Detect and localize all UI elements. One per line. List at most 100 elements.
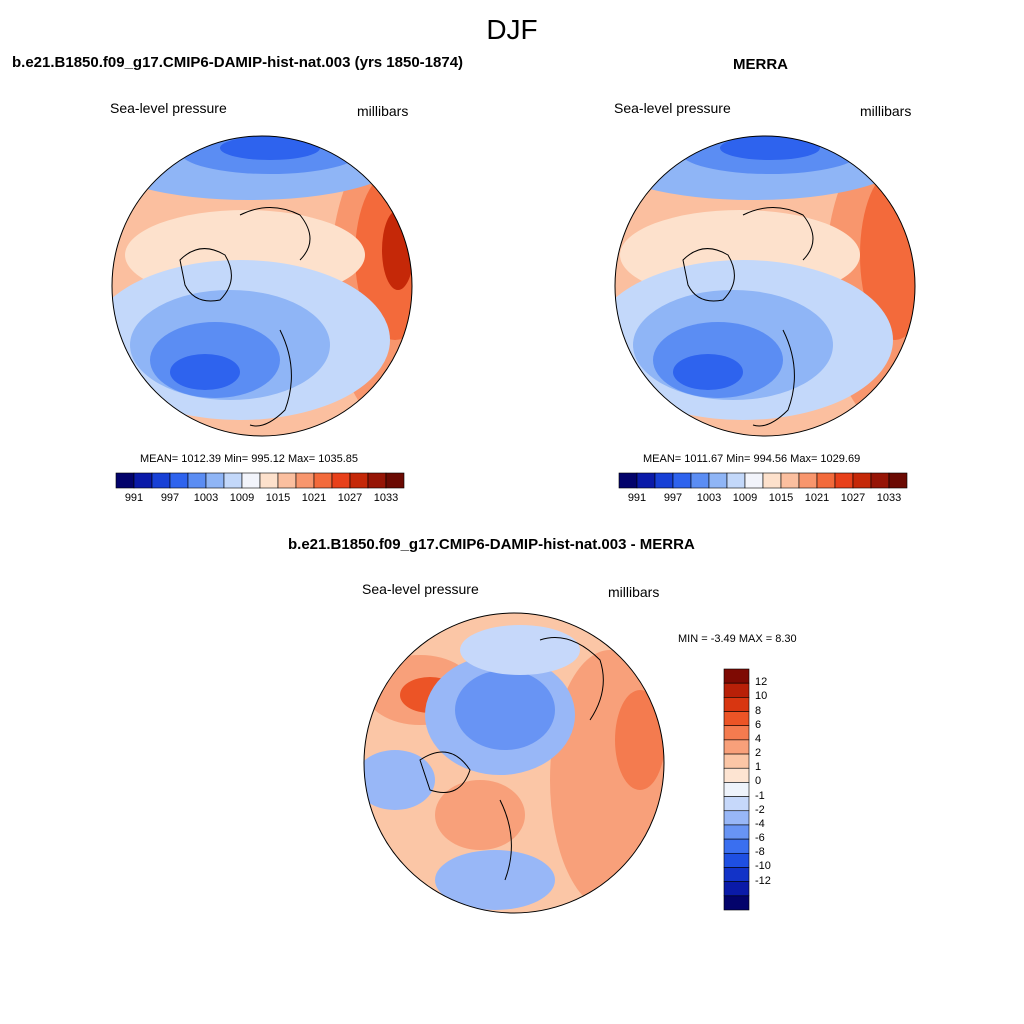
obs-colorbar-swatch	[690, 472, 710, 489]
model-colorbar-swatch	[313, 472, 333, 489]
obs-colorbar-swatch	[816, 472, 836, 489]
diff-colorbar-tick-label: 6	[755, 718, 762, 731]
model-colorbar-tick-label: 997	[160, 492, 180, 504]
model-colorbar-tick-label: 1003	[193, 492, 219, 504]
obs-colorbar-swatch	[726, 472, 746, 489]
obs-colorbar-swatch	[708, 472, 728, 489]
obs-colorbar-tick-label: 1033	[876, 492, 902, 504]
obs-colorbar	[618, 472, 908, 489]
diff-colorbar-tick-label: 10	[755, 690, 768, 703]
diff-colorbar-swatch	[723, 711, 750, 727]
diff-colorbar-tick-label: -6	[755, 832, 765, 845]
model-colorbar-swatch	[133, 472, 153, 489]
obs-colorbar-swatch	[744, 472, 764, 489]
model-colorbar-swatch	[169, 472, 189, 489]
model-panel-title: b.e21.B1850.f09_g17.CMIP6-DAMIP-hist-nat…	[12, 54, 464, 71]
obs-colorbar-swatch	[654, 472, 674, 489]
diff-colorbar-swatch	[723, 810, 750, 826]
diff-colorbar-tick-label: 4	[755, 732, 762, 745]
obs-units-label: millibars	[860, 103, 912, 119]
obs-colorbar-tick-label: 1027	[840, 492, 866, 504]
diff-colorbar-swatch	[723, 782, 750, 797]
model-colorbar-swatch	[223, 472, 243, 489]
diff-colorbar-tick-label: 2	[755, 747, 762, 760]
diff-colorbar-swatch	[723, 682, 750, 698]
model-colorbar-swatch	[241, 472, 261, 489]
diff-variable-label: Sea-level pressure	[362, 581, 479, 597]
obs-colorbar-tick-label: 1009	[732, 492, 758, 504]
diff-colorbar-tick-label: -4	[755, 817, 765, 830]
obs-variable-label: Sea-level pressure	[614, 100, 731, 116]
model-stats-label: MEAN= 1012.39 Min= 995.12 Max= 1035.85	[140, 453, 359, 465]
diff-colorbar-tick-label: 1	[755, 761, 762, 774]
model-colorbar-swatch	[205, 472, 225, 489]
model-slp-map	[112, 136, 412, 436]
diff-colorbar-swatch	[723, 753, 750, 769]
diff-panel-title: b.e21.B1850.f09_g17.CMIP6-DAMIP-hist-nat…	[288, 536, 695, 553]
obs-colorbar-swatch	[870, 472, 890, 489]
diff-colorbar	[723, 668, 750, 911]
diff-slp-map	[364, 613, 664, 913]
model-colorbar-swatch	[367, 472, 387, 489]
diff-colorbar-swatch	[723, 796, 750, 812]
diff-colorbar-tick-label: 12	[755, 676, 768, 689]
obs-colorbar-swatch	[672, 472, 692, 489]
model-colorbar-swatch	[259, 472, 279, 489]
model-colorbar-swatch	[331, 472, 351, 489]
obs-map-boundary	[614, 135, 916, 437]
diff-colorbar-swatch	[723, 824, 750, 840]
model-colorbar-swatch	[151, 472, 171, 489]
obs-colorbar-swatch	[834, 472, 854, 489]
obs-stats-label: MEAN= 1011.67 Min= 994.56 Max= 1029.69	[643, 453, 861, 465]
diff-colorbar-swatch	[723, 739, 750, 755]
diff-colorbar-tick-label: -1	[755, 789, 765, 802]
diff-colorbar-swatch	[723, 895, 750, 911]
model-colorbar-swatch	[349, 472, 369, 489]
obs-colorbar-tick-label: 1021	[804, 492, 830, 504]
obs-colorbar-tick-label: 997	[663, 492, 683, 504]
obs-colorbar-swatch	[852, 472, 872, 489]
model-colorbar-swatch	[277, 472, 297, 489]
diff-colorbar-swatch	[723, 881, 750, 897]
diff-units-label: millibars	[608, 584, 660, 600]
diff-colorbar-swatch	[723, 852, 750, 868]
model-colorbar-swatch	[187, 472, 207, 489]
diff-colorbar-tick-label: -8	[755, 846, 765, 859]
model-colorbar-swatch	[115, 472, 135, 489]
diff-colorbar-swatch	[723, 725, 750, 741]
diff-colorbar-swatch	[723, 838, 750, 854]
obs-colorbar-swatch	[780, 472, 800, 489]
obs-colorbar-swatch	[636, 472, 656, 489]
model-map-boundary	[111, 135, 413, 437]
diff-colorbar-tick-label: -2	[755, 803, 765, 816]
diff-colorbar-tick-label: -10	[755, 860, 771, 873]
model-colorbar-tick-label: 1027	[337, 492, 363, 504]
obs-colorbar-swatch	[762, 472, 782, 489]
diff-stats-label: MIN = -3.49 MAX = 8.30	[678, 633, 797, 645]
obs-panel-title: MERRA	[733, 56, 788, 73]
obs-colorbar-swatch	[888, 472, 908, 489]
model-colorbar-swatch	[385, 472, 405, 489]
obs-colorbar-tick-label: 1003	[696, 492, 722, 504]
obs-slp-map	[615, 136, 915, 436]
diff-colorbar-tick-label: -12	[755, 874, 771, 887]
diff-colorbar-tick-label: 8	[755, 704, 762, 717]
obs-colorbar-tick-label: 1015	[768, 492, 794, 504]
obs-colorbar-swatch	[618, 472, 638, 489]
diff-colorbar-swatch	[723, 867, 750, 882]
model-colorbar	[115, 472, 405, 489]
model-colorbar-tick-label: 1015	[265, 492, 291, 504]
diff-colorbar-swatch	[723, 697, 750, 712]
diff-colorbar-tick-label: 0	[755, 775, 762, 788]
model-colorbar-tick-label: 1009	[229, 492, 255, 504]
diff-map-boundary	[363, 612, 665, 914]
model-units-label: millibars	[357, 103, 409, 119]
obs-colorbar-swatch	[798, 472, 818, 489]
figure-season-title: DJF	[486, 14, 538, 45]
model-colorbar-tick-label: 1033	[373, 492, 399, 504]
diff-colorbar-swatch	[723, 668, 750, 684]
model-colorbar-tick-label: 991	[124, 492, 144, 504]
model-colorbar-swatch	[295, 472, 315, 489]
model-variable-label: Sea-level pressure	[110, 100, 227, 116]
